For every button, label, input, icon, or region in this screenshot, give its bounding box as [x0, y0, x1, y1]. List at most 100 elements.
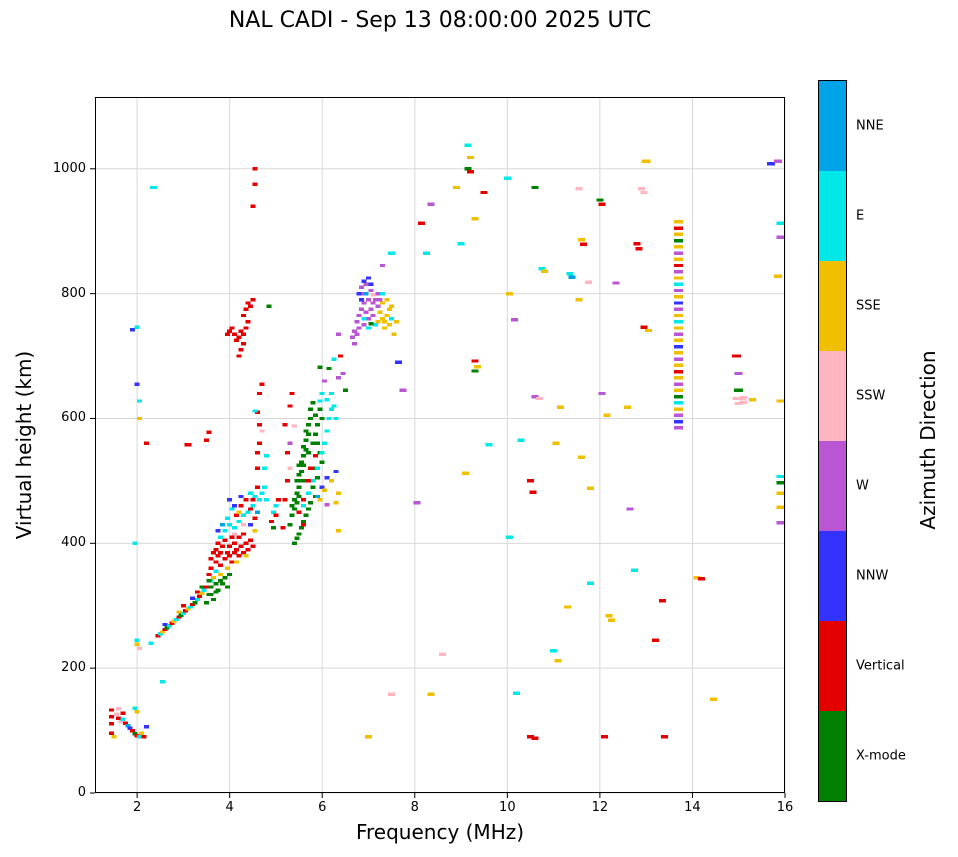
data-point: [471, 359, 479, 363]
data-point: [298, 460, 304, 464]
data-point: [303, 438, 309, 443]
data-point: [241, 313, 247, 318]
colorbar-segment-nne: NNE: [819, 81, 884, 171]
data-point: [227, 572, 233, 577]
data-point: [291, 424, 297, 428]
data-point: [776, 235, 785, 240]
data-point: [220, 582, 226, 586]
data-point: [480, 190, 488, 195]
data-point: [340, 371, 346, 376]
y-tick-label: 800: [61, 285, 86, 301]
data-point: [739, 400, 748, 404]
data-point: [674, 220, 684, 224]
data-point: [294, 479, 300, 483]
data-point: [247, 507, 253, 511]
data-point: [217, 550, 223, 555]
data-point: [580, 242, 588, 247]
data-point: [452, 185, 460, 190]
data-point: [598, 202, 606, 207]
data-point: [176, 610, 182, 614]
data-point: [266, 304, 272, 308]
data-point: [236, 519, 242, 524]
data-point: [418, 221, 426, 225]
data-point: [185, 607, 191, 611]
data-point: [550, 648, 558, 653]
data-point: [439, 652, 447, 657]
data-point: [149, 185, 157, 190]
data-point: [674, 413, 684, 418]
data-point: [674, 288, 684, 293]
colorbar-tick-label: W: [856, 478, 869, 494]
data-point: [187, 605, 193, 609]
data-point: [749, 398, 757, 402]
plot-frame: [95, 97, 785, 793]
data-point: [264, 454, 270, 458]
data-point: [245, 547, 251, 552]
colorbar-segment-vertical: Vertical: [819, 621, 905, 711]
data-point: [305, 479, 311, 483]
data-point: [298, 469, 304, 474]
data-point: [224, 516, 230, 521]
colorbar-tick-label: E: [856, 208, 865, 224]
data-point: [222, 529, 228, 533]
data-point: [116, 707, 122, 711]
data-point: [506, 535, 514, 539]
data-point: [243, 326, 249, 330]
data-point: [123, 721, 129, 725]
data-point: [234, 547, 240, 552]
data-point: [368, 288, 374, 293]
data-point: [143, 725, 149, 729]
data-point: [328, 391, 334, 396]
data-point: [531, 185, 539, 190]
data-point: [236, 535, 242, 539]
data-point: [485, 442, 493, 447]
data-point: [674, 257, 684, 261]
data-point: [206, 430, 212, 434]
data-point: [368, 321, 374, 326]
data-point: [361, 316, 367, 321]
data-point: [252, 494, 258, 499]
data-point: [384, 313, 390, 318]
data-point: [776, 521, 785, 525]
data-point: [584, 280, 592, 285]
data-point: [674, 419, 684, 424]
data-point: [257, 423, 263, 427]
data-point: [289, 504, 295, 508]
data-point: [422, 251, 430, 255]
data-point: [238, 494, 244, 499]
data-point: [252, 409, 258, 413]
colorbar-segment-nnw: NNW: [819, 531, 888, 621]
data-point: [370, 293, 376, 297]
data-point: [261, 466, 267, 471]
data-point: [289, 391, 295, 396]
data-point: [184, 442, 192, 447]
data-point: [317, 497, 323, 502]
data-point: [384, 298, 390, 302]
data-point: [471, 217, 479, 221]
data-point: [305, 432, 311, 436]
data-point: [587, 581, 595, 585]
colorbar-segment-ssw: SSW: [819, 351, 885, 441]
data-point: [294, 491, 300, 496]
data-point: [224, 585, 230, 589]
data-point: [109, 731, 115, 735]
data-point: [238, 544, 244, 549]
data-point: [227, 554, 233, 558]
data-point: [301, 497, 307, 502]
data-point: [674, 295, 684, 299]
data-point: [148, 641, 154, 645]
data-point: [229, 326, 235, 330]
data-point: [231, 550, 237, 555]
data-point: [192, 600, 198, 605]
data-point: [531, 736, 539, 740]
colorbar-tick-label: X-mode: [856, 748, 906, 764]
data-point: [603, 413, 611, 418]
data-point: [231, 526, 237, 530]
data-point: [319, 460, 325, 464]
data-point: [301, 522, 307, 527]
data-point: [674, 363, 684, 368]
data-point: [291, 541, 297, 546]
data-point: [361, 323, 367, 327]
data-point: [190, 602, 196, 607]
